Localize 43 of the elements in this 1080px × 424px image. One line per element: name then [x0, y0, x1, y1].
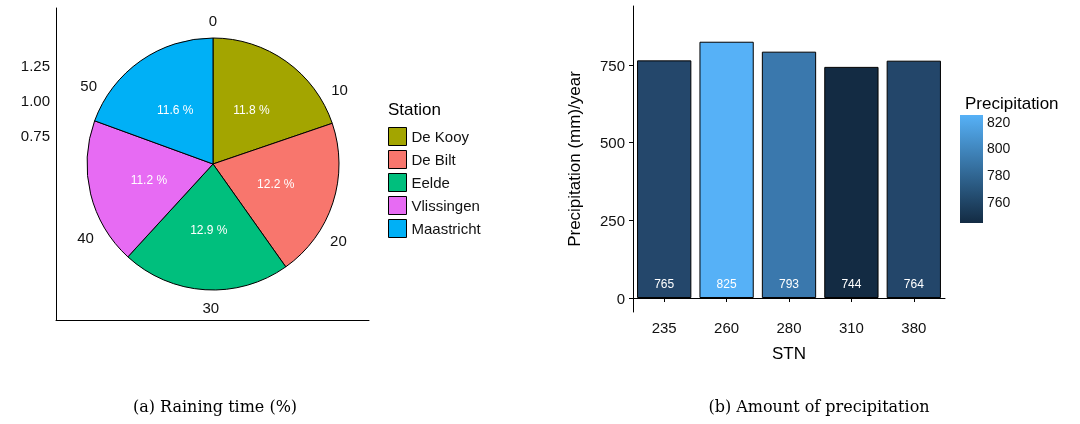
- text: 20: [330, 232, 347, 250]
- text: 1.00: [20, 92, 51, 109]
- color-bar-label: 760: [987, 193, 1011, 210]
- y-tick-label: 250: [599, 211, 625, 229]
- legend-label: Maastricht: [411, 220, 482, 237]
- y-axis-title: Precipitation (mm)/year: [565, 70, 584, 247]
- text: 1.25: [20, 57, 51, 74]
- data-label: 11.8 %: [233, 103, 270, 118]
- x-tick-label: 380: [901, 319, 927, 336]
- data-label: 12.9 %: [190, 222, 228, 237]
- text: 0: [208, 12, 218, 29]
- data-label: 744: [841, 277, 862, 292]
- color-bar-label: 820: [987, 113, 1011, 130]
- data-label: 765: [654, 277, 675, 292]
- x-tick-label: 310: [838, 319, 864, 336]
- data-label: 825: [716, 277, 737, 292]
- data-label: 793: [778, 277, 800, 292]
- color-bar-title: Precipitation: [965, 94, 1059, 113]
- y-tick-label: 750: [599, 56, 625, 74]
- legend-title: Station: [388, 100, 441, 119]
- text: 50: [80, 76, 98, 94]
- legend-label: De Kooy: [411, 128, 470, 145]
- y-tick-label: 500: [599, 134, 625, 152]
- data-label: 764: [903, 277, 925, 292]
- text: 0.75: [20, 127, 51, 144]
- color-bar-label: 780: [987, 167, 1011, 183]
- text: 10: [331, 80, 348, 98]
- legend-label: Vlissingen: [411, 197, 480, 214]
- x-axis-title: STN: [772, 344, 806, 363]
- x-tick-label: 235: [651, 319, 677, 336]
- data-label: 12.2 %: [257, 177, 295, 192]
- x-tick-label: 280: [776, 319, 802, 336]
- data-label: 11.2 %: [130, 172, 168, 187]
- y-tick-label: 0: [616, 289, 625, 307]
- x-tick-label: 260: [714, 319, 740, 336]
- color-bar-label: 800: [987, 140, 1011, 157]
- text: 30: [202, 298, 220, 316]
- data-label: 11.6 %: [156, 102, 194, 117]
- legend-label: De Bilt: [411, 151, 457, 168]
- text: (a) Raining time (%): [132, 396, 298, 416]
- text: 40: [77, 228, 94, 246]
- text: (b) Amount of precipitation: [708, 396, 930, 416]
- legend-label: Eelde: [411, 174, 450, 191]
